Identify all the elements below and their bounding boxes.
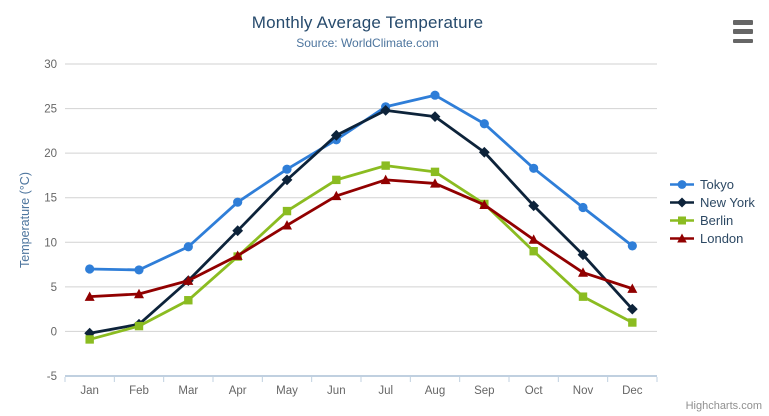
legend-symbol-diamond-icon — [670, 197, 694, 208]
x-axis-label-nov: Nov — [573, 385, 594, 397]
legend-label-new-york: New York — [700, 195, 755, 210]
point-berlin-may[interactable] — [282, 206, 292, 216]
legend-symbol-square-icon — [670, 216, 694, 225]
point-new-york-apr[interactable] — [232, 225, 244, 237]
series-line-berlin — [88, 164, 634, 341]
y-axis-tick-label: 30 — [44, 59, 57, 71]
y-axis-tick-label: 20 — [44, 148, 57, 160]
x-axis-label-jul: Jul — [378, 385, 393, 397]
point-berlin-dec[interactable] — [628, 318, 637, 327]
legend-item-london[interactable]: London — [669, 231, 755, 246]
x-axis-label-dec: Dec — [622, 385, 643, 397]
chart-title: Monthly Average Temperature — [251, 13, 484, 32]
point-tokyo-sep[interactable] — [479, 119, 489, 129]
x-axis-label-apr: Apr — [229, 385, 247, 397]
point-new-york-nov[interactable] — [577, 249, 589, 261]
y-axis-title: Temperature (°C) — [18, 172, 32, 268]
point-berlin-jun[interactable] — [332, 175, 341, 185]
y-axis-tick-label: 5 — [51, 282, 57, 294]
y-axis-tick-label: 10 — [44, 237, 57, 249]
legend-item-new-york[interactable]: New York — [669, 195, 755, 210]
export-menu-button[interactable] — [732, 18, 754, 45]
point-london-jan[interactable] — [84, 291, 95, 301]
x-axis-label-mar: Mar — [178, 385, 198, 397]
point-london-sep[interactable] — [479, 199, 490, 210]
point-berlin-feb[interactable] — [134, 321, 144, 331]
point-new-york-sep[interactable] — [478, 146, 490, 158]
point-london-mar[interactable] — [183, 275, 194, 285]
point-london-oct[interactable] — [528, 234, 539, 244]
legend-label-berlin: Berlin — [700, 213, 734, 228]
point-tokyo-mar[interactable] — [183, 242, 193, 252]
point-new-york-jul[interactable] — [380, 104, 392, 116]
hamburger-icon — [733, 38, 753, 43]
point-london-feb[interactable] — [134, 288, 144, 299]
legend-label-london: London — [700, 231, 744, 246]
point-berlin-oct[interactable] — [529, 247, 538, 256]
point-new-york-oct[interactable] — [528, 200, 540, 212]
highcharts-credits[interactable]: Highcharts.com — [685, 400, 762, 412]
point-tokyo-oct[interactable] — [529, 163, 539, 173]
point-berlin-mar[interactable] — [184, 296, 193, 305]
point-tokyo-feb[interactable] — [134, 265, 144, 275]
y-axis-tick-label: -5 — [47, 371, 57, 383]
point-london-may[interactable] — [282, 220, 292, 230]
x-axis-label-sep: Sep — [474, 385, 494, 397]
x-axis-label-may: May — [276, 385, 298, 397]
x-axis-label-jan: Jan — [80, 385, 99, 397]
series-line-new-york — [88, 108, 634, 335]
legend-symbol-triangle-icon — [670, 233, 694, 243]
point-new-york-may[interactable] — [281, 174, 293, 186]
point-berlin-jan[interactable] — [85, 335, 94, 344]
point-new-york-dec[interactable] — [626, 303, 638, 315]
point-tokyo-dec[interactable] — [627, 241, 637, 251]
point-berlin-jul[interactable] — [381, 161, 390, 170]
hamburger-icon — [733, 20, 753, 25]
point-london-jun[interactable] — [331, 190, 342, 201]
y-axis-tick-label: 25 — [44, 104, 57, 116]
x-axis-label-jun: Jun — [327, 385, 346, 397]
point-london-jul[interactable] — [380, 174, 391, 185]
series-line-london — [88, 178, 634, 299]
point-new-york-aug[interactable] — [429, 111, 441, 122]
point-berlin-nov[interactable] — [578, 292, 588, 301]
y-axis-tick-label: 15 — [44, 193, 57, 205]
point-london-dec[interactable] — [627, 283, 638, 293]
hamburger-icon — [733, 29, 753, 34]
x-axis-label-feb: Feb — [129, 385, 149, 397]
point-london-aug[interactable] — [430, 178, 440, 188]
legend-item-tokyo[interactable]: Tokyo — [669, 177, 755, 192]
legend-item-berlin[interactable]: Berlin — [669, 213, 755, 228]
point-new-york-jan[interactable] — [84, 327, 96, 339]
point-berlin-aug[interactable] — [430, 167, 440, 177]
legend: Tokyo New York Berlin London — [669, 177, 755, 246]
point-tokyo-nov[interactable] — [578, 202, 588, 213]
y-axis-tick-label: 0 — [51, 326, 57, 338]
x-axis-label-aug: Aug — [425, 385, 445, 397]
point-tokyo-jan[interactable] — [85, 264, 95, 274]
point-tokyo-may[interactable] — [282, 164, 292, 174]
point-tokyo-apr[interactable] — [233, 197, 243, 207]
x-axis-label-oct: Oct — [525, 385, 544, 397]
point-london-apr[interactable] — [232, 250, 243, 260]
point-london-nov[interactable] — [578, 267, 588, 277]
point-new-york-jun[interactable] — [330, 129, 342, 141]
point-tokyo-aug[interactable] — [430, 90, 440, 100]
legend-symbol-circle-icon — [670, 180, 694, 189]
legend-label-tokyo: Tokyo — [700, 177, 734, 192]
chart-subtitle: Source: WorldClimate.com — [296, 36, 439, 50]
